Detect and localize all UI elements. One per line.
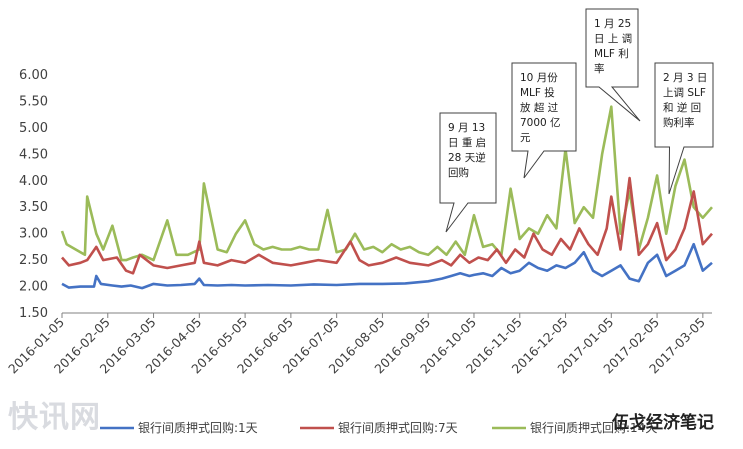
y-tick-label: 3.50 bbox=[19, 200, 48, 215]
y-tick-label: 2.00 bbox=[19, 280, 48, 295]
legend-label: 银行间质押式回购:1天 bbox=[138, 420, 258, 435]
y-tick-label: 2.50 bbox=[19, 253, 48, 268]
series-line-2 bbox=[60, 105, 713, 262]
callout-1: 10 月份 MLF 投放 超 过 7000 亿元 bbox=[511, 62, 577, 179]
y-tick-label: 5.00 bbox=[19, 121, 48, 136]
callout-box bbox=[654, 62, 714, 195]
callout-text: 放 超 过 bbox=[520, 101, 559, 114]
callout-text: 购利率 bbox=[663, 116, 695, 129]
callout-box bbox=[585, 8, 641, 122]
callout-text: MLF 投 bbox=[520, 86, 555, 99]
legend-entry-2: 银行间质押式回购:14天 bbox=[492, 420, 657, 435]
callout-text: 10 月份 bbox=[520, 72, 558, 84]
callout-text: 率 bbox=[594, 62, 605, 75]
callout-text: 日 重 启 bbox=[448, 136, 486, 149]
y-tick-label: 1.50 bbox=[19, 306, 48, 321]
legend-entry-1: 银行间质押式回购:7天 bbox=[300, 420, 458, 435]
y-tick-label: 3.00 bbox=[19, 227, 48, 242]
watermark-logo-left: 快讯网 bbox=[8, 400, 101, 435]
callout-text: 9 月 13 bbox=[448, 122, 485, 134]
callout-text: 上调 SLF bbox=[663, 87, 706, 99]
y-tick-label: 6.00 bbox=[19, 68, 48, 83]
callout-text: 7000 亿 bbox=[520, 116, 561, 129]
callout-text: 2 月 3 日 bbox=[663, 72, 707, 84]
callout-text: 28 天逆 bbox=[448, 151, 486, 164]
callout-text: 元 bbox=[520, 132, 531, 144]
y-tick-label: 4.50 bbox=[19, 147, 48, 162]
legend-label: 银行间质押式回购:7天 bbox=[338, 420, 458, 435]
callout-text: 和 逆 回 bbox=[663, 101, 701, 114]
callout-2: 1 月 25 日 上 调 MLF 利率 bbox=[585, 8, 641, 122]
series-line-1 bbox=[61, 176, 713, 275]
callout-text: 日 上 调 bbox=[594, 33, 632, 45]
series-lines bbox=[60, 105, 713, 290]
legend-entry-0: 银行间质押式回购:1天 bbox=[100, 420, 258, 435]
legend: 银行间质押式回购:1天 银行间质押式回购:7天 银行间质押式回购:14天 bbox=[100, 420, 657, 435]
callout-text: 回购 bbox=[448, 166, 469, 179]
x-axis: 2016-01-052016-02-052016-03-052016-04-05… bbox=[5, 312, 712, 376]
y-tick-label: 4.00 bbox=[19, 174, 48, 189]
watermark-logo-right: 伍戈经济笔记 bbox=[612, 413, 714, 433]
series-line-0 bbox=[61, 242, 713, 290]
callout-text: MLF 利 bbox=[594, 48, 629, 60]
callout-text: 1 月 25 bbox=[594, 18, 631, 30]
callout-box bbox=[439, 112, 497, 233]
legend-label: 银行间质押式回购:14天 bbox=[530, 420, 657, 435]
y-axis-ticks: 6.00 5.50 5.00 4.50 4.00 3.50 3.00 2.50 2.00 1.50 bbox=[19, 68, 48, 321]
y-tick-label: 5.50 bbox=[19, 94, 48, 109]
callout-box bbox=[511, 62, 577, 179]
